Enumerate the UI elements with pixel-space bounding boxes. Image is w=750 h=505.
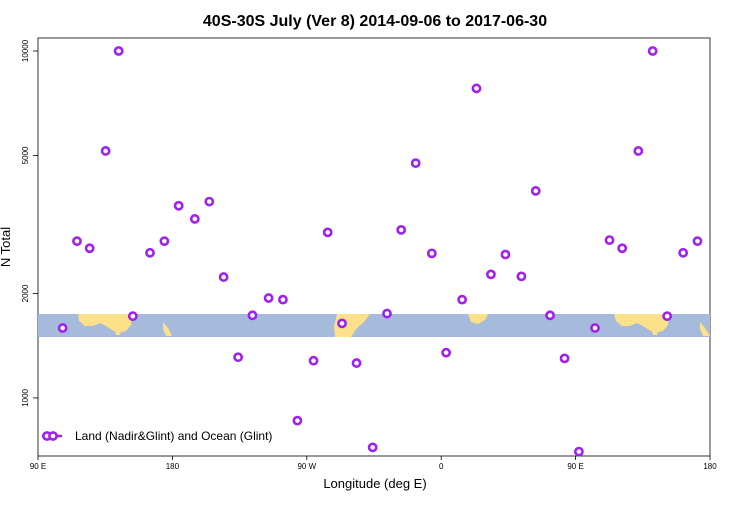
data-point [692,236,703,247]
y-axis-title: N Total [0,227,13,267]
x-tick-label: 90 E [567,462,583,471]
y-tick-label: 5000 [21,146,30,164]
new-zealand-landmass [163,322,172,336]
legend: Land (Nadir&Glint) and Ocean (Glint) [42,429,272,443]
tasmania-island-repeat [652,330,658,335]
data-point [457,294,468,305]
ocean-strip [38,314,710,337]
x-axis: 90 E 180 90 W 0 90 E 180 [30,456,717,471]
data-point [662,311,673,322]
new-zealand-landmass-repeat [700,322,710,336]
data-point [127,311,138,322]
legend-marker [48,431,58,441]
x-tick-label: 180 [703,462,717,471]
x-tick-label: 180 [166,462,180,471]
data-point [500,249,511,260]
land-masses [78,314,710,337]
data-point [247,310,258,321]
data-point [308,355,319,366]
data-point [633,146,644,156]
data-point [590,323,600,333]
plot-area [37,37,711,457]
data-point [292,415,303,426]
data-point [573,446,584,457]
data-point [278,294,288,305]
data-point [57,323,68,333]
data-point [441,347,452,358]
y-tick-label: 2000 [21,284,30,302]
data-point [337,318,347,329]
x-tick-label: 90 W [297,462,316,471]
data-point [159,236,170,247]
chart-title: 40S-30S July (Ver 8) 2014-09-06 to 2017-… [203,13,547,30]
data-point [351,358,362,368]
y-tick-label: 1000 [21,388,30,406]
data-point [559,353,570,364]
data-point [113,46,124,56]
data-point [617,243,628,254]
australia-landmass-repeat [614,314,669,333]
data-point [486,269,496,280]
data-points [57,46,703,457]
data-point [204,196,215,207]
data-point [84,243,95,254]
data-point [410,158,421,169]
data-point [471,83,482,94]
data-point [678,247,689,258]
southern-africa-landmass [468,314,488,324]
x-tick-label: 0 [439,462,444,471]
data-point [322,227,333,238]
data-point [382,308,392,319]
tasmania-island [115,330,121,335]
data-point [516,271,527,282]
data-point [218,272,229,282]
legend-label: Land (Nadir&Glint) and Ocean (Glint) [75,429,272,443]
data-point [145,247,155,258]
data-point [426,248,437,259]
x-axis-title: Longitude (deg E) [323,476,426,491]
data-point [72,236,82,247]
y-axis: 1000 2000 5000 10000 [21,39,38,407]
data-point [173,200,184,211]
data-point [263,293,274,303]
x-tick-label: 90 E [30,462,46,471]
data-point [367,442,378,453]
data-point [545,310,555,321]
data-point [604,235,615,246]
data-point [233,352,244,363]
data-point [396,224,407,235]
data-point [530,186,541,196]
australia-landmass [78,314,132,333]
data-point [189,214,200,224]
data-point [647,46,658,56]
data-point [100,146,111,156]
y-tick-label: 10000 [21,39,30,62]
world-map-band [38,314,710,337]
